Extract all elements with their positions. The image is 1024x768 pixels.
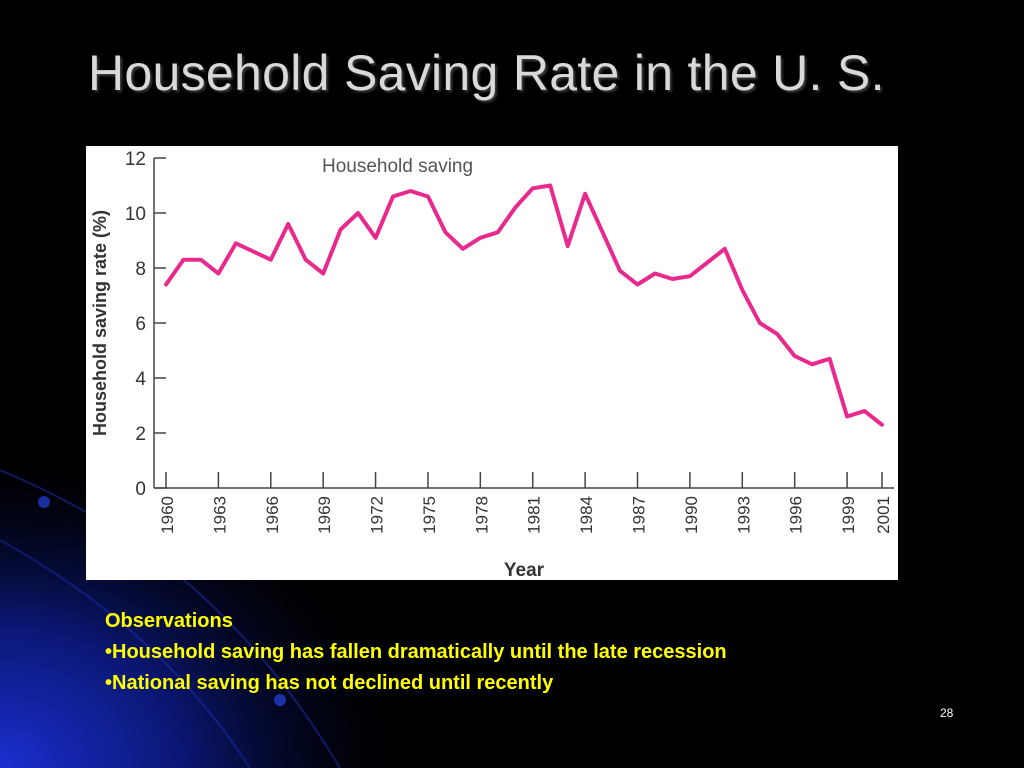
page-number: 28 [940, 706, 954, 720]
x-tick-label: 1993 [734, 496, 753, 534]
x-tick-label: 1972 [368, 496, 387, 534]
x-tick-label: 1963 [210, 496, 229, 534]
observation-bullet-1: •Household saving has fallen dramaticall… [105, 641, 727, 663]
x-tick-label: 1975 [420, 496, 439, 534]
y-tick-label: 6 [135, 314, 146, 335]
x-tick-label: 1978 [472, 496, 491, 534]
x-tick-label: 1999 [839, 496, 858, 534]
household-saving-line [164, 183, 884, 427]
y-axis-label: Household saving rate (%) [90, 210, 110, 436]
x-axis-label: Year [504, 560, 545, 580]
x-tick-label: 1981 [525, 496, 544, 534]
line-chart: 0 2 4 6 8 10 12 1960 1963 1966 1969 1972 1975 1978 198… [90, 149, 894, 580]
x-tick-label: 1969 [315, 496, 334, 534]
x-tick-label: 1990 [682, 496, 701, 534]
x-tick-label: 1966 [263, 496, 282, 534]
observation-bullet-2: •National saving has not declined until … [105, 672, 554, 694]
x-tick-label: 1996 [787, 496, 806, 534]
series-label: Household saving [322, 156, 473, 177]
y-tick-label: 2 [135, 424, 146, 445]
observations-heading: Observations [105, 610, 233, 632]
y-tick-label: 8 [135, 259, 146, 280]
y-tick-label: 0 [135, 479, 146, 500]
x-tick-label: 1960 [158, 496, 177, 534]
chart-panel: 0 2 4 6 8 10 12 1960 1963 1966 1969 1972 1975 1978 198… [86, 146, 898, 580]
x-tick-label: 1984 [577, 496, 596, 534]
observations-notes: Observations •Household saving has falle… [105, 606, 727, 699]
y-tick-label: 10 [125, 204, 146, 225]
x-tick-label: 2001 [874, 496, 893, 534]
slide-title: Household Saving Rate in the U. S. [88, 45, 885, 101]
y-tick-label: 12 [125, 149, 146, 170]
x-tick-label: 1987 [630, 496, 649, 534]
y-tick-label: 4 [135, 369, 146, 390]
